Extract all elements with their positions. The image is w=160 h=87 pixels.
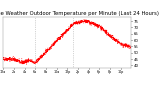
Title: Milwaukee Weather Outdoor Temperature per Minute (Last 24 Hours): Milwaukee Weather Outdoor Temperature pe… [0, 11, 159, 16]
